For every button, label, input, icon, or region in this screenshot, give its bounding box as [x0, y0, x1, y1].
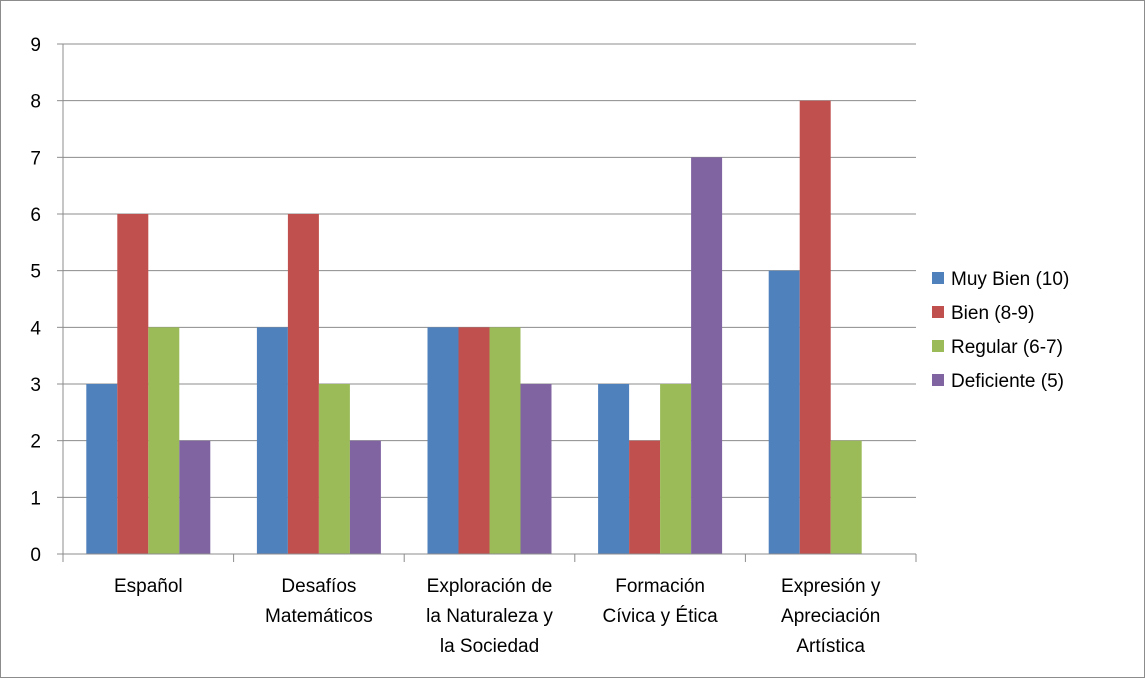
x-category-label: Apreciación — [781, 606, 880, 627]
legend: Muy Bien (10) Bien (8-9) Regular (6-7) Defi… — [932, 269, 1069, 392]
legend-label: Muy Bien (10) — [951, 269, 1069, 290]
legend-swatch — [932, 272, 944, 284]
bar-muy-bien-10 — [598, 384, 630, 554]
legend-label: Regular (6-7) — [951, 337, 1063, 358]
y-tick-label: 3 — [30, 375, 41, 396]
bar-bien-8-9 — [799, 100, 831, 555]
bar-regular-6-7 — [660, 384, 692, 554]
bar-bien-8-9 — [287, 214, 319, 554]
y-tick-label: 1 — [30, 488, 41, 509]
x-category-label: Artística — [796, 636, 865, 657]
x-category-label: Expresión y — [781, 576, 881, 597]
y-tick-label: 2 — [30, 432, 41, 453]
x-category-label: Español — [114, 576, 183, 597]
y-tick-label: 8 — [30, 92, 41, 113]
legend-swatch — [932, 374, 944, 386]
legend-label: Deficiente (5) — [951, 371, 1064, 392]
y-tick-label: 5 — [30, 262, 41, 283]
axes: 0 1 2 3 4 5 6 7 8 9 Español Desafíos Matemáticos Expl… — [30, 35, 917, 657]
y-tick-label: 9 — [30, 35, 41, 56]
bar-regular-6-7 — [830, 440, 862, 554]
y-tick-label: 6 — [30, 205, 41, 226]
bar-bien-8-9 — [458, 327, 490, 554]
y-tick-label: 4 — [30, 318, 41, 339]
bar-muy-bien-10 — [256, 327, 288, 554]
y-tick-label: 7 — [30, 148, 41, 169]
bar-deficiente-5 — [691, 157, 723, 555]
bar-deficiente-5 — [179, 440, 211, 554]
bar-regular-6-7 — [489, 327, 521, 554]
bars — [86, 100, 862, 555]
bar-muy-bien-10 — [768, 270, 800, 554]
bar-deficiente-5 — [349, 440, 381, 554]
bar-muy-bien-10 — [86, 384, 118, 554]
bar-muy-bien-10 — [427, 327, 459, 554]
legend-swatch — [932, 306, 944, 318]
bar-deficiente-5 — [520, 384, 552, 554]
x-category-label: la Naturaleza y — [426, 606, 553, 627]
bar-bien-8-9 — [629, 440, 661, 554]
x-category-label: Matemáticos — [265, 606, 373, 627]
bar-regular-6-7 — [318, 384, 350, 554]
bar-regular-6-7 — [148, 327, 180, 554]
y-tick-label: 0 — [30, 545, 41, 566]
x-category-label: Formación — [615, 576, 705, 597]
x-category-label: Cívica y Ética — [603, 606, 719, 627]
legend-label: Bien (8-9) — [951, 303, 1034, 324]
x-category-label: Desafíos — [281, 576, 356, 597]
bar-bien-8-9 — [117, 214, 149, 554]
x-category-label: la Sociedad — [440, 636, 539, 657]
legend-swatch — [932, 340, 944, 352]
x-category-label: Exploración de — [427, 576, 553, 597]
